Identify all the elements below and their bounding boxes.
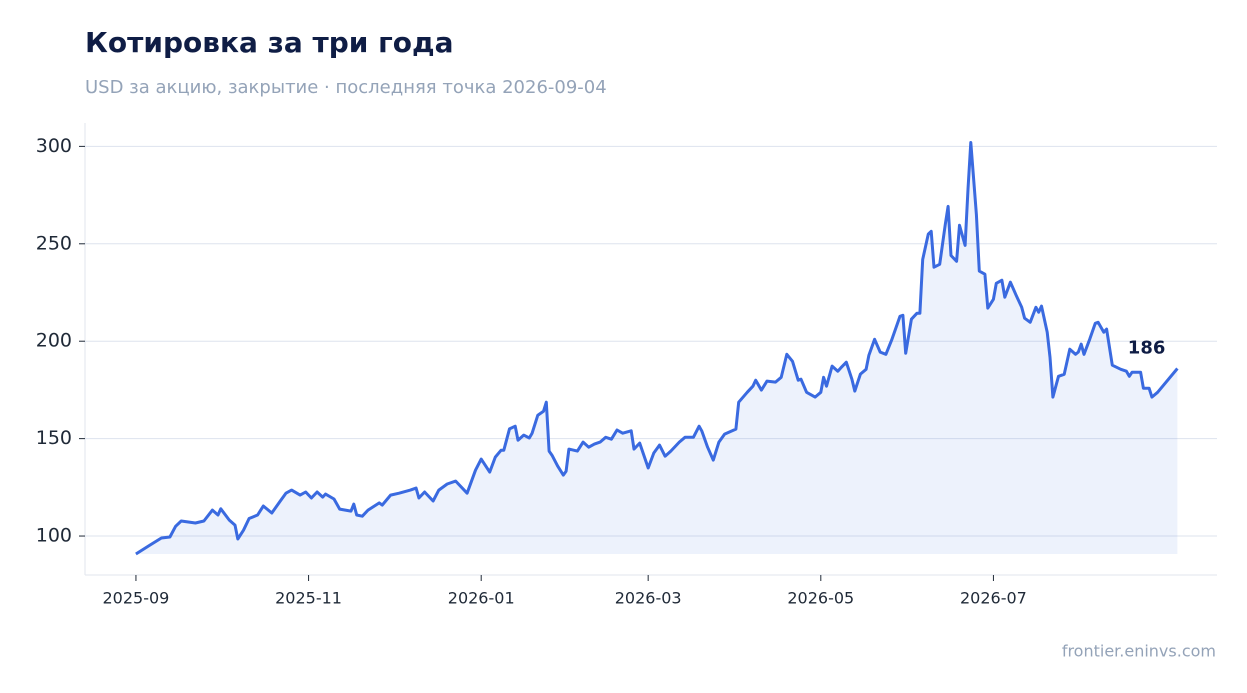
x-tick-label: 2025-11 (275, 589, 342, 608)
line (135, 141, 1179, 556)
y-tick-label: 250 (36, 232, 72, 254)
x-tick-label: 2025-09 (103, 589, 170, 608)
chart-subtitle: USD за акцию, закрытие · последняя точка… (85, 77, 607, 98)
y-tick-label: 150 (36, 427, 72, 449)
area (135, 142, 1178, 554)
x-tick-label: 2026-03 (615, 589, 682, 608)
source: frontier.eninvs.com (1062, 642, 1216, 661)
x-tick-label: 2026-05 (787, 589, 854, 608)
y-tick-label: 100 (36, 525, 72, 547)
y-tick-label: 200 (36, 330, 72, 352)
y-tick-label: 300 (36, 135, 72, 157)
chart-title: Котировка за три года (85, 26, 454, 59)
x-tick-label: 2026-01 (448, 589, 515, 608)
x-tick-label: 2026-07 (960, 589, 1027, 608)
value-label: 186 (1128, 337, 1166, 358)
